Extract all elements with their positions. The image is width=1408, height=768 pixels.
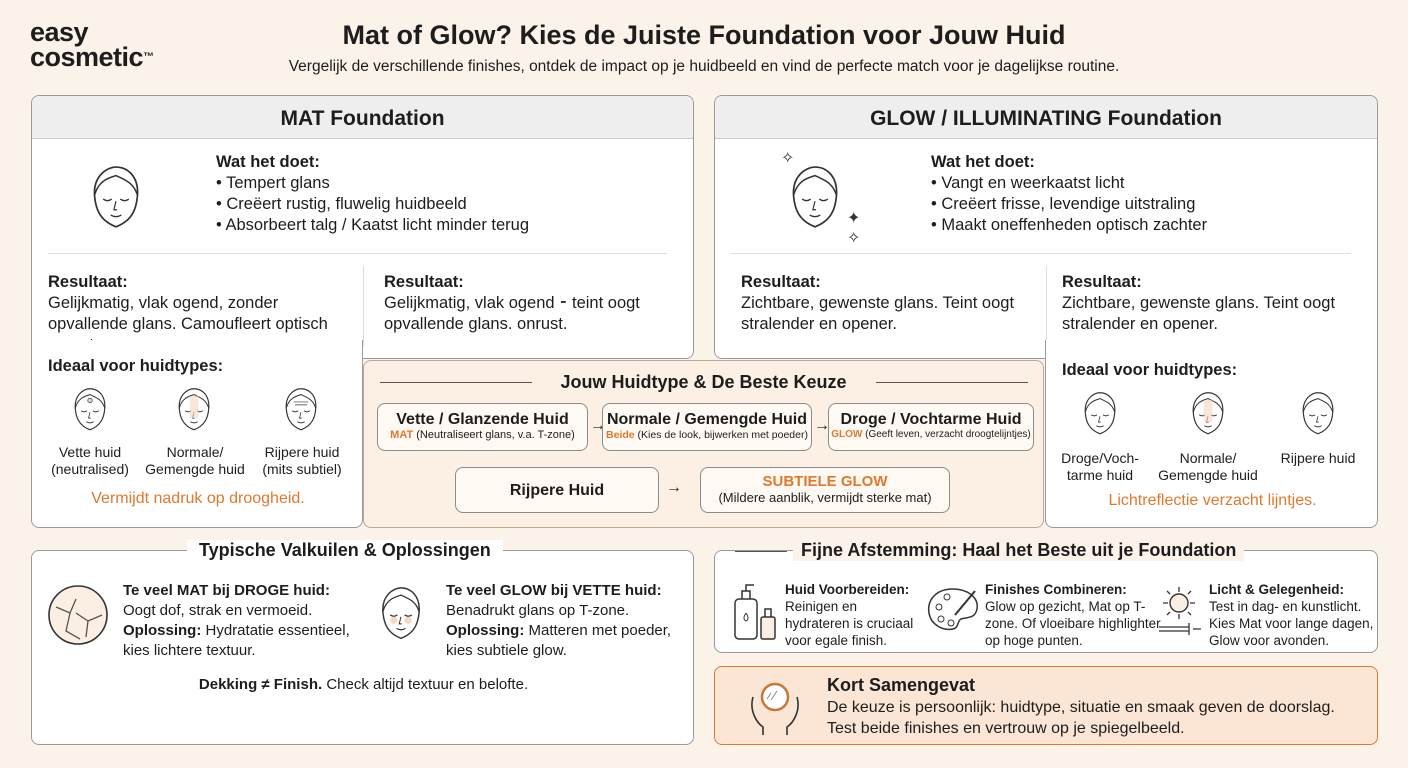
combination-face-icon <box>1192 392 1224 435</box>
mat-what: Wat het doet: • Tempert glans • Creëert r… <box>216 153 530 234</box>
mat-note: Vermijdt nadruk op droogheid. <box>91 490 305 507</box>
choice-oily: Vette / Glanzende Huid MAT (Neutraliseer… <box>377 403 588 451</box>
mature-face-icon <box>285 388 317 431</box>
glow-title: GLOW / ILLUMINATING Foundation <box>715 96 1377 139</box>
choice-mature: Rijpere Huid <box>455 467 659 513</box>
glow-ideal-label: Ideaal voor huidtypes: <box>1062 361 1238 379</box>
glow-ideal-panel: Ideaal voor huidtypes: Droge/Voch-tarme … <box>1045 340 1378 528</box>
oily-face-icon <box>74 388 106 431</box>
logo: easy cosmetic™ <box>30 17 154 72</box>
page-title: Mat of Glow? Kies de Juiste Foundation v… <box>342 20 1066 50</box>
mat-card: MAT Foundation Wat het doet: • Tempert g… <box>31 95 694 359</box>
combination-face-icon <box>178 388 210 431</box>
glow-result2-label: Resultaat: <box>1062 273 1142 291</box>
mat-result1-label: Resultaat: <box>48 273 128 291</box>
tuning-title: Fijne Afstemming: Haal het Beste uit je … <box>793 540 1245 561</box>
sparkle-icon: ✦ ✧ <box>847 210 861 247</box>
choice-normal: Normale / Gemengde Huid Beide (Kies de l… <box>602 403 812 451</box>
mature-face-icon <box>1302 392 1334 435</box>
glow-result1-label: Resultaat: <box>741 273 821 291</box>
glow-card: GLOW / ILLUMINATING Foundation ✧ ✦ ✧ Wat … <box>714 95 1378 359</box>
face-icon <box>93 166 139 228</box>
glow-result1: Zichtbare, gewenste glans. Teint oogt st… <box>741 294 1015 333</box>
palette-icon <box>927 588 978 631</box>
tuning-card: Fijne Afstemming: Haal het Beste uit je … <box>714 540 1378 653</box>
glow-note: Lichtreflectie verzacht lijntjes. <box>1108 492 1317 509</box>
mat-result2-label: Resultaat: <box>384 273 464 291</box>
glow-what: Wat het doet: • Vangt en weerkaatst lich… <box>931 153 1208 234</box>
mat-result2: Gelijkmatig, vlak ogend ⁃ teint oogt opv… <box>384 294 640 333</box>
pitfalls-title: Typische Valkuilen & Oplossingen <box>187 540 503 561</box>
mat-title: MAT Foundation <box>32 96 693 139</box>
mat-ideal-panel: Ideaal voor huidtypes: Vette huid (neutra… <box>31 340 363 528</box>
summary-text: De keuze is persoonlijk: huidtype, situa… <box>827 699 1335 737</box>
mat-ideal-label: Ideaal voor huidtypes: <box>48 357 224 375</box>
page-subtitle: Vergelijk de verschillende finishes, ont… <box>288 58 1120 75</box>
glow-result2: Zichtbare, gewenste glans. Teint oogt st… <box>1062 294 1336 333</box>
summary-card: Kort Samengevat De keuze is persoonlijk:… <box>714 666 1378 745</box>
dry-face-icon <box>1084 392 1116 435</box>
summary-title: Kort Samengevat <box>827 675 976 695</box>
choice-title: Jouw Huidtype & De Beste Keuze <box>560 372 847 392</box>
arrow-icon: → <box>814 417 830 434</box>
pitfalls-footer: Dekking ≠ Finish. Check altijd textuur e… <box>198 676 529 693</box>
pitfalls-card: Typische Valkuilen & Oplossingen Te veel… <box>31 540 694 745</box>
choice-mature-result: SUBTIELE GLOW (Mildere aanblik, vermijdt… <box>700 467 950 513</box>
choice-dry: Droge / Vochtarme Huid GLOW (Geeft leven… <box>828 403 1034 451</box>
skin-type-choice-panel: Jouw Huidtype & De Beste Keuze Vette / G… <box>363 360 1044 528</box>
skincare-bottle-icon <box>734 584 776 640</box>
hands-mirror-icon <box>751 682 799 735</box>
arrow-icon: → <box>666 479 682 496</box>
cracked-skin-icon <box>48 585 108 645</box>
sparkle-icon: ✧ <box>781 150 795 167</box>
shiny-face-icon <box>382 587 420 640</box>
sun-light-icon <box>1159 587 1201 635</box>
